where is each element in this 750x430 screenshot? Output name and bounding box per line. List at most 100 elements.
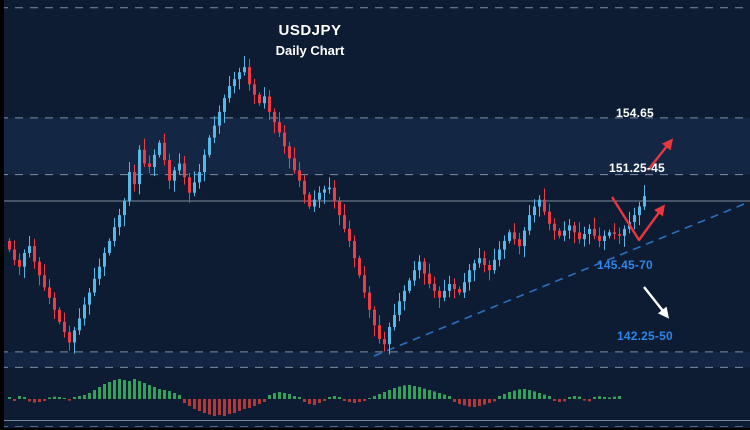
hist-bar	[228, 399, 231, 414]
hist-bar	[458, 399, 461, 404]
candle-body	[493, 259, 496, 271]
candle-body	[403, 290, 406, 302]
candle-body	[243, 67, 246, 73]
candle-body	[603, 235, 606, 241]
candle-body	[258, 94, 261, 104]
hist-bar	[98, 387, 101, 399]
candle-body	[193, 182, 196, 193]
candle-body	[223, 98, 226, 112]
hist-bar	[273, 393, 276, 399]
chart-title: USDJPY Daily Chart	[210, 22, 410, 58]
hist-bar	[593, 397, 596, 399]
candle-body	[108, 240, 111, 253]
candle-body	[558, 230, 561, 236]
hist-bar	[83, 395, 86, 399]
hist-bar	[158, 389, 161, 399]
hist-bar	[198, 399, 201, 411]
hist-bar	[383, 392, 386, 399]
candle-body	[503, 240, 506, 250]
candle-body	[533, 206, 536, 216]
candle-body	[133, 172, 136, 185]
candle-body	[278, 122, 281, 133]
candle-body	[158, 142, 161, 155]
candle-body	[573, 225, 576, 233]
candle-body	[208, 137, 211, 155]
candle-body	[313, 199, 316, 207]
hist-bar	[373, 396, 376, 399]
breakout-up-arrow	[647, 138, 674, 171]
hist-bar	[468, 399, 471, 407]
hist-bar	[428, 390, 431, 399]
hist-bar	[618, 396, 621, 399]
hist-bar	[148, 385, 151, 399]
candle-body	[303, 180, 306, 195]
candles	[8, 56, 646, 355]
candle-body	[463, 282, 466, 293]
candle-body	[188, 177, 191, 193]
candle-body	[23, 252, 26, 267]
hist-bar	[313, 399, 316, 405]
bottom-frame-strip	[0, 428, 750, 430]
hist-bar	[348, 399, 351, 402]
hist-bar	[28, 399, 31, 402]
candle-body	[128, 172, 131, 202]
hist-bar	[478, 399, 481, 406]
candle-body	[73, 330, 76, 343]
hist-bar	[463, 399, 466, 406]
hist-bar	[168, 391, 171, 399]
candle-body	[148, 163, 151, 167]
hist-bar	[203, 399, 206, 413]
candle-body	[528, 215, 531, 231]
candle-body	[198, 172, 201, 183]
breakdown-arrow	[643, 286, 670, 319]
hist-bar	[343, 399, 346, 401]
candle-body	[453, 283, 456, 290]
hist-bar	[223, 399, 226, 416]
hist-bar	[118, 379, 121, 399]
hist-bar	[208, 399, 211, 415]
left-frame-strip	[0, 0, 4, 430]
candle-body	[293, 158, 296, 171]
hist-bar	[183, 399, 186, 403]
hist-bar	[308, 399, 311, 404]
candle-body	[273, 111, 276, 123]
hist-bar	[218, 399, 221, 415]
hist-bar	[73, 397, 76, 399]
hist-bar	[433, 391, 436, 399]
candle-body	[263, 96, 266, 104]
candle-body	[173, 170, 176, 181]
candle-body	[168, 160, 171, 181]
hist-bar	[368, 398, 371, 399]
hist-bar	[418, 387, 421, 399]
candle-body	[153, 154, 156, 167]
candle-body	[268, 96, 271, 112]
hist-bar	[153, 387, 156, 399]
rejection-bounce-arrow	[610, 196, 665, 242]
candle-body	[88, 292, 91, 305]
candle-body	[33, 246, 36, 262]
candle-body	[508, 232, 511, 241]
hist-bar	[243, 399, 246, 409]
candle-body	[443, 290, 446, 298]
hist-bar	[233, 399, 236, 413]
candle-body	[288, 146, 291, 159]
candle-body	[283, 132, 286, 147]
hist-bar	[288, 394, 291, 399]
hist-bar	[8, 397, 11, 399]
candle-body	[338, 201, 341, 216]
hist-bar	[493, 399, 496, 402]
candle-body	[613, 232, 616, 235]
hist-bar	[43, 399, 46, 401]
hist-bar	[213, 399, 216, 416]
histogram-indicator	[8, 379, 621, 416]
hist-bar	[178, 395, 181, 399]
hist-bar	[338, 397, 341, 399]
candle-body	[358, 258, 361, 276]
hist-bar	[23, 397, 26, 399]
hist-bar	[588, 399, 591, 402]
hist-bar	[283, 393, 286, 399]
candle-body	[383, 339, 386, 345]
candle-body	[328, 187, 331, 190]
annotation-arrows	[610, 138, 674, 319]
